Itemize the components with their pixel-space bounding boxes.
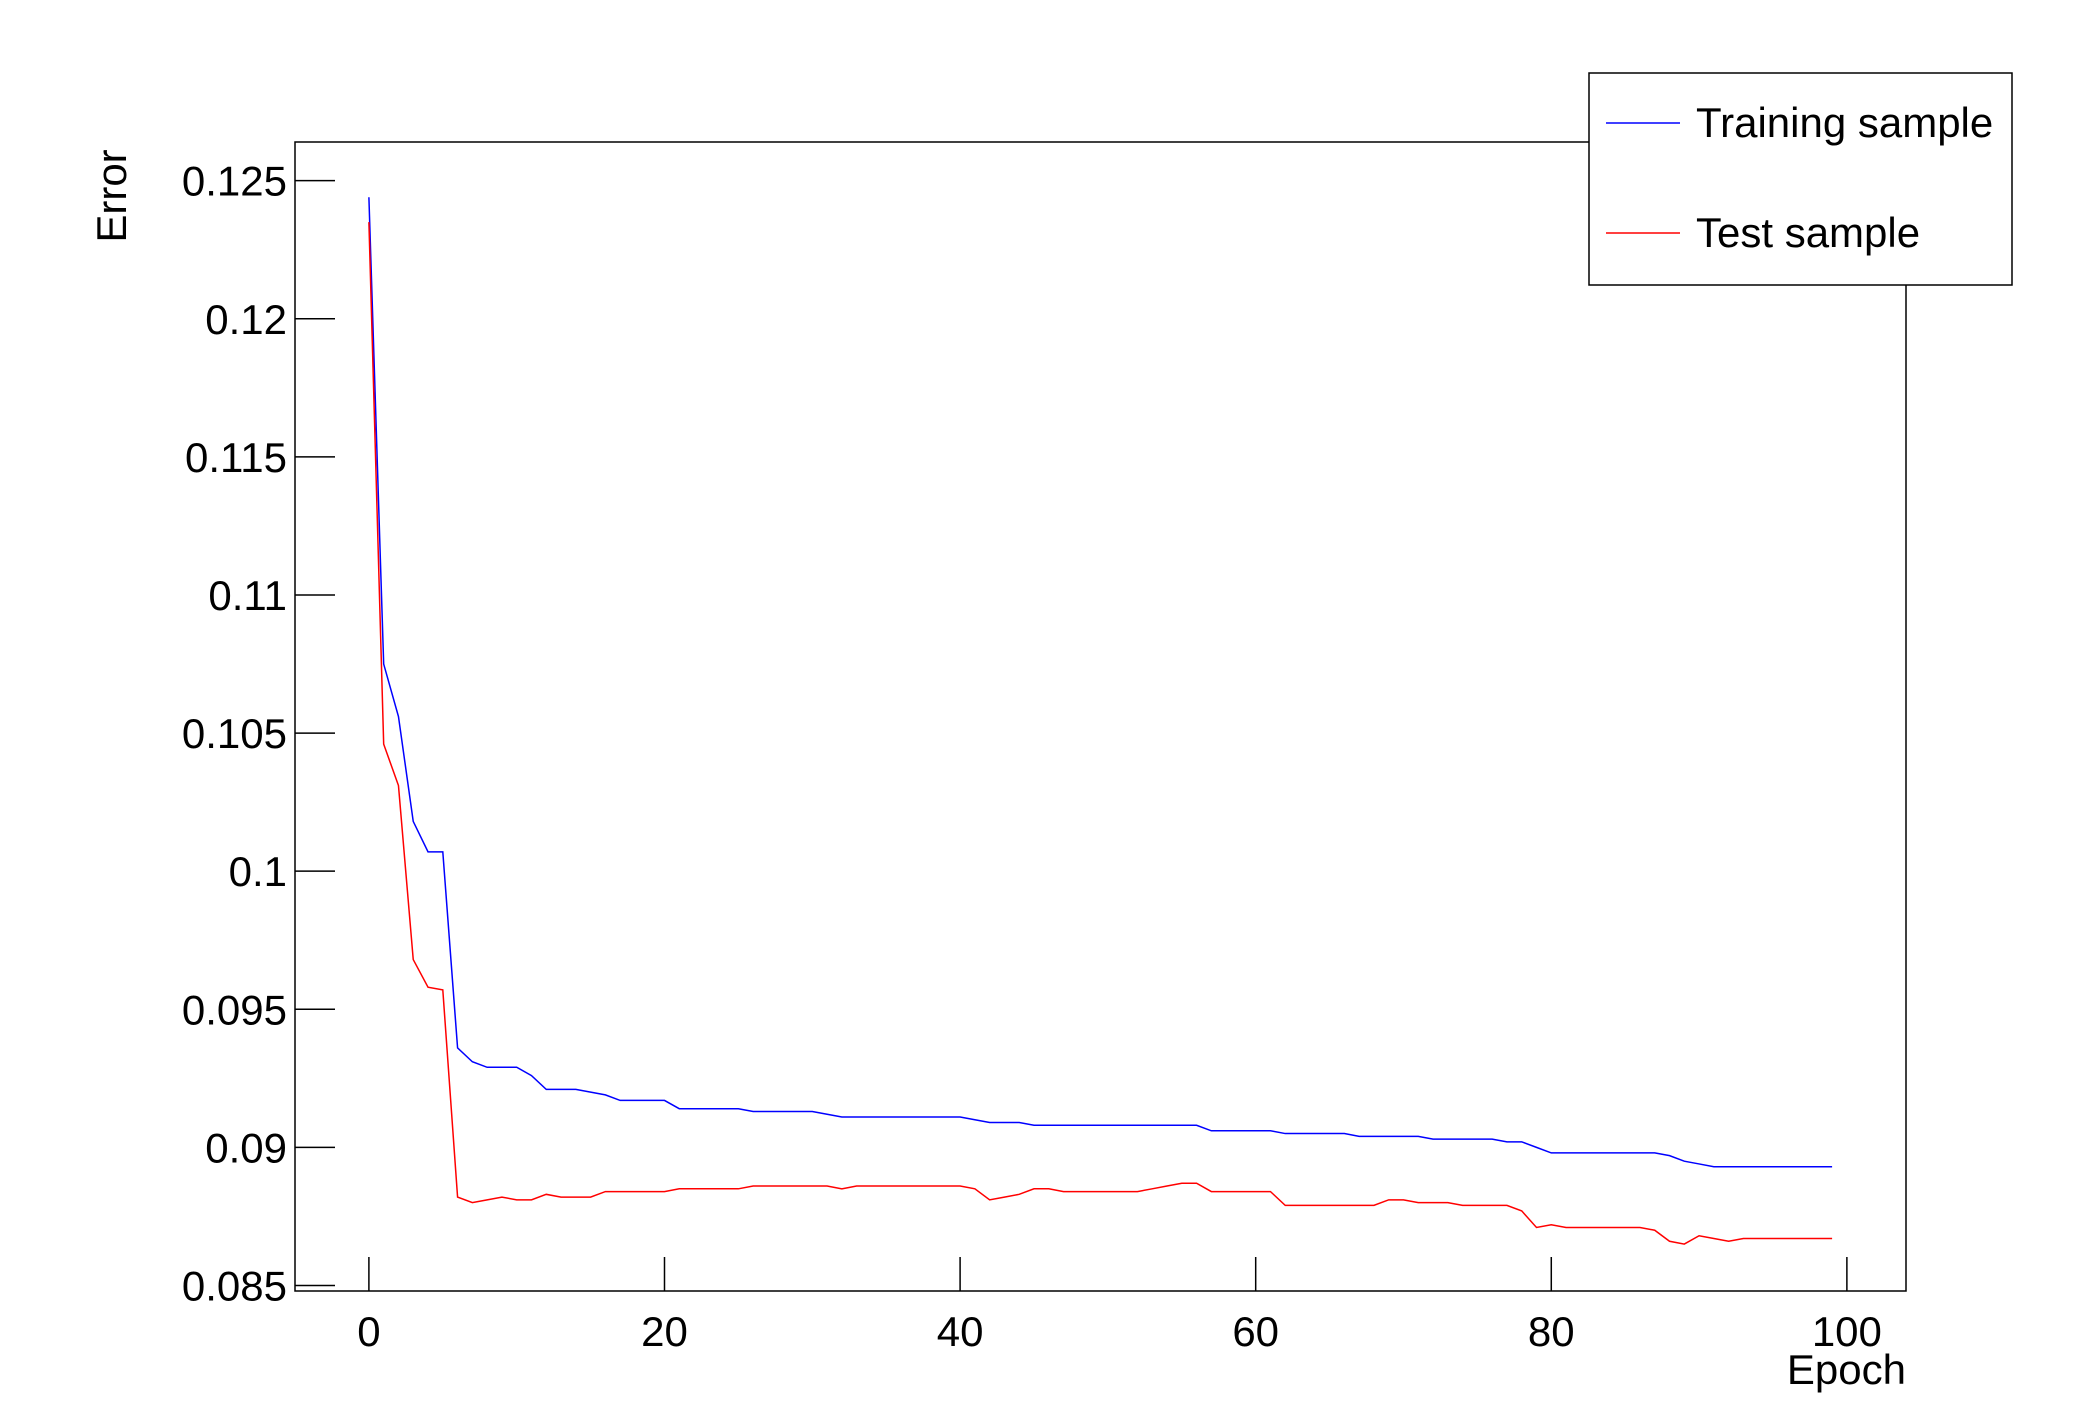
x-axis-title: Epoch [1787, 1346, 1906, 1393]
x-tick-label: 60 [1232, 1308, 1279, 1355]
x-tick-label: 80 [1528, 1308, 1575, 1355]
y-tick-label: 0.09 [205, 1124, 287, 1171]
y-tick-label: 0.115 [185, 434, 287, 481]
x-tick-label: 40 [937, 1308, 984, 1355]
legend: Training sample Test sample [1588, 72, 2013, 286]
y-tick-label: 0.1 [229, 848, 287, 895]
x-tick-label: 0 [357, 1308, 380, 1355]
y-axis-title: Error [88, 149, 135, 242]
y-tick-label: 0.125 [182, 158, 287, 205]
legend-box [1588, 72, 2013, 286]
x-tick-label: 20 [641, 1308, 688, 1355]
y-tick-label: 0.105 [182, 710, 287, 757]
y-tick-label: 0.085 [182, 1262, 287, 1309]
x-tick-label: 100 [1812, 1308, 1882, 1355]
y-tick-label: 0.12 [205, 296, 287, 343]
plot-frame [294, 141, 1907, 1292]
y-tick-label: 0.11 [208, 572, 287, 619]
series-line [368, 197, 1833, 1168]
series-line [368, 222, 1833, 1245]
y-tick-label: 0.095 [182, 986, 287, 1033]
legend-label: Test sample [1696, 209, 1920, 256]
legend-label: Training sample [1696, 99, 1993, 146]
